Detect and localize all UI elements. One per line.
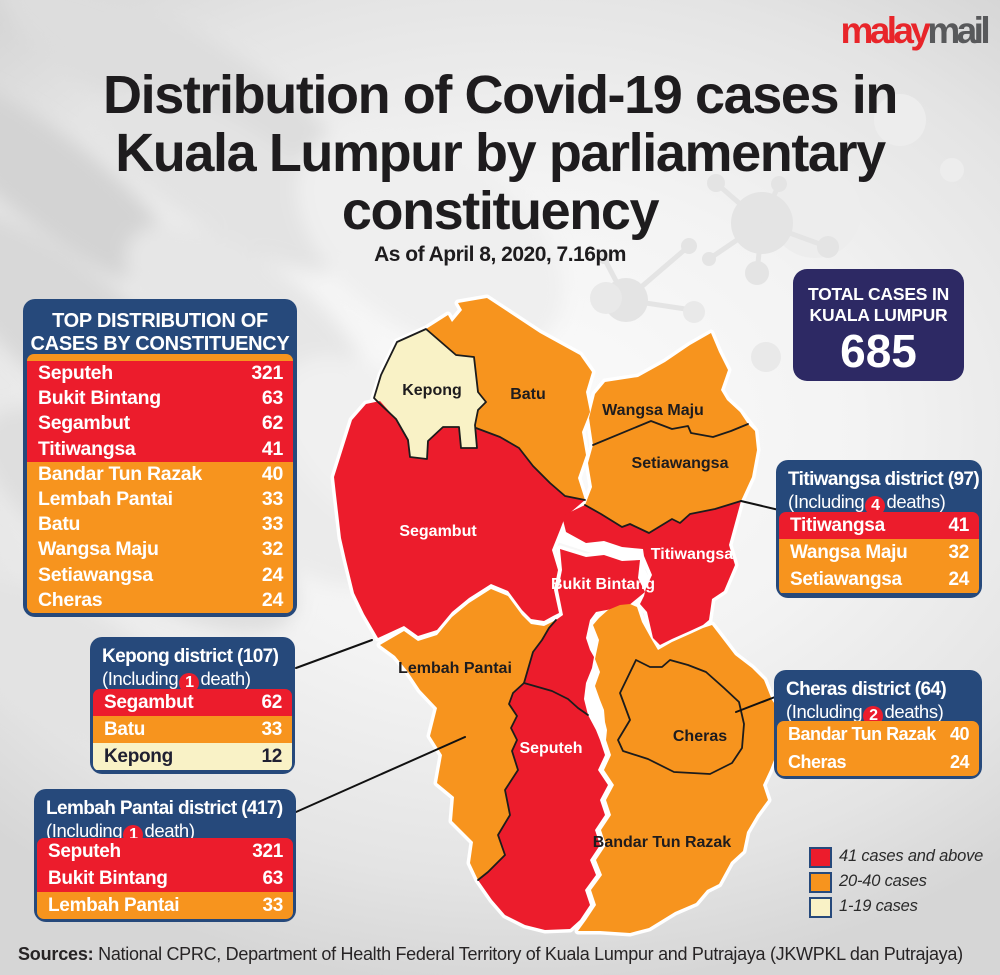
svg-text:Seputeh: Seputeh (519, 740, 582, 757)
svg-text:Lembah Pantai: Lembah Pantai (398, 660, 512, 677)
svg-text:Wangsa Maju: Wangsa Maju (602, 402, 704, 419)
svg-text:Kepong: Kepong (402, 382, 462, 399)
svg-text:Bandar Tun Razak: Bandar Tun Razak (593, 834, 732, 851)
svg-text:Cheras: Cheras (673, 728, 727, 745)
svg-text:Titiwangsa: Titiwangsa (651, 546, 733, 563)
svg-text:Setiawangsa: Setiawangsa (632, 455, 729, 472)
svg-text:Segambut: Segambut (399, 523, 477, 540)
svg-text:Batu: Batu (510, 386, 546, 403)
svg-text:Bukit Bintang: Bukit Bintang (551, 576, 655, 593)
